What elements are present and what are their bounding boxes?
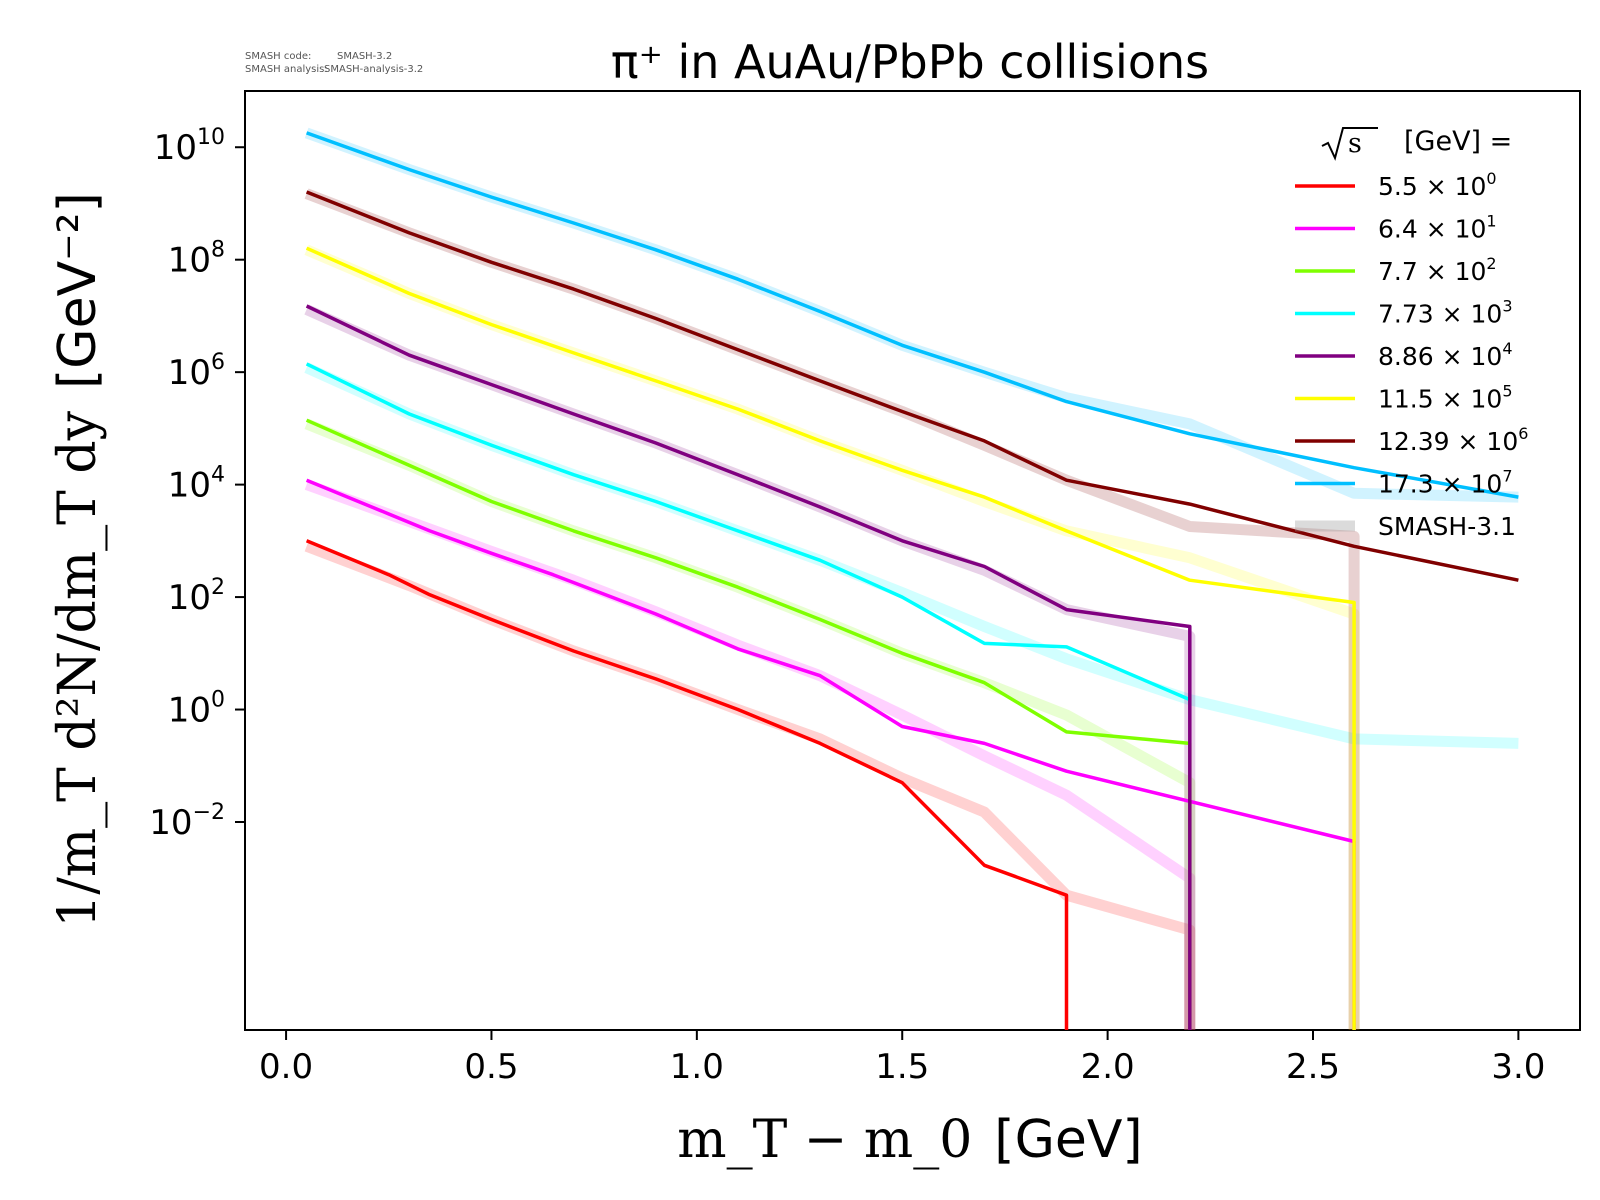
sqrt-symbol: [1321, 127, 1378, 161]
legend-label: 17.3 × 107: [1378, 467, 1513, 499]
legend-label: 6.4 × 101: [1378, 212, 1497, 244]
legend-title: s [GeV] =: [1321, 126, 1512, 161]
x-tick-label: 0.0: [259, 1047, 313, 1087]
smash-analysis-label: SMASH analysis:: [245, 64, 328, 75]
y-axis-label-math: 1/m_T d²N/dm_T dy: [48, 410, 108, 927]
y-axis-label: 1/m_T d²N/dm_T dy [GeV⁻²]: [48, 192, 108, 927]
legend-label: 11.5 × 105: [1378, 382, 1513, 414]
svg-text:s: s: [1348, 128, 1362, 159]
smash-code-label: SMASH code:: [245, 51, 311, 62]
legend-label: 8.86 × 104: [1378, 339, 1513, 371]
svg-text:1/m_T d²N/dm_T dy [GeV⁻²: 1/m_T d²N/dm_T dy [GeV⁻²]: [48, 192, 108, 927]
legend-reference-label: SMASH-3.1: [1378, 512, 1516, 541]
y-tick-label: 104: [168, 463, 225, 506]
y-axis-label-unit: [GeV⁻²]: [48, 192, 108, 389]
x-tick-label: 0.5: [464, 1047, 518, 1087]
y-tick-label: 106: [168, 350, 225, 393]
y-tick-label: 108: [168, 238, 225, 281]
reference-curve-1: [304, 479, 1196, 1030]
x-axis-label-math: m_T − m_0: [677, 1110, 972, 1170]
legend-label: 12.39 × 106: [1378, 424, 1528, 456]
x-axis-label-unit: [GeV]: [994, 1110, 1142, 1170]
smash-code-value: SMASH-3.2: [337, 51, 392, 62]
legend-title-unit: [GeV] =: [1404, 126, 1512, 157]
series-curve-4: [305, 304, 1192, 1030]
legend-label: 7.73 × 103: [1378, 297, 1513, 329]
y-tick-label: 10−2: [149, 800, 225, 843]
plot-frame: [244, 90, 1581, 1031]
reference-curve-0: [304, 541, 1196, 1030]
x-tick-label: 2.5: [1286, 1047, 1340, 1087]
x-tick-label: 3.0: [1491, 1047, 1545, 1087]
x-tick-label: 1.5: [875, 1047, 929, 1087]
reference-curve-6: [304, 188, 1360, 1030]
series-curve-5: [305, 246, 1356, 1030]
x-axis: 0.0 0.5 1.0 1.5 2.0 2.5 3.0: [259, 1030, 1545, 1087]
chart-title: π⁺ in AuAu/PbPb collisions: [611, 35, 1209, 89]
y-tick-label: 102: [168, 575, 225, 618]
series-curve-0: [305, 539, 1069, 1030]
series-curve-6: [305, 190, 1519, 582]
x-axis-label: m_T − m_0 [GeV]: [677, 1110, 1142, 1170]
legend-label: 5.5 × 100: [1378, 169, 1497, 201]
series-curve-2: [305, 418, 1192, 1030]
legend: s [GeV] = 5.5 × 100 6.4 × 101 7.7 × 102 7.7…: [1295, 126, 1528, 541]
x-tick-label: 2.0: [1081, 1047, 1135, 1087]
legend-label: 7.7 × 102: [1378, 254, 1497, 286]
y-tick-label: 100: [168, 688, 225, 731]
series-curve-7: [306, 131, 1519, 499]
smash-analysis-value: SMASH-analysis-3.2: [324, 64, 423, 75]
series-curve-1: [305, 478, 1356, 1030]
y-tick-label: 1010: [154, 125, 225, 168]
series-curves: [305, 131, 1519, 1030]
x-tick-label: 1.0: [670, 1047, 724, 1087]
series-curve-3: [305, 362, 1191, 702]
y-axis: 10−2 100 102 104 106 108 1010: [149, 125, 245, 843]
